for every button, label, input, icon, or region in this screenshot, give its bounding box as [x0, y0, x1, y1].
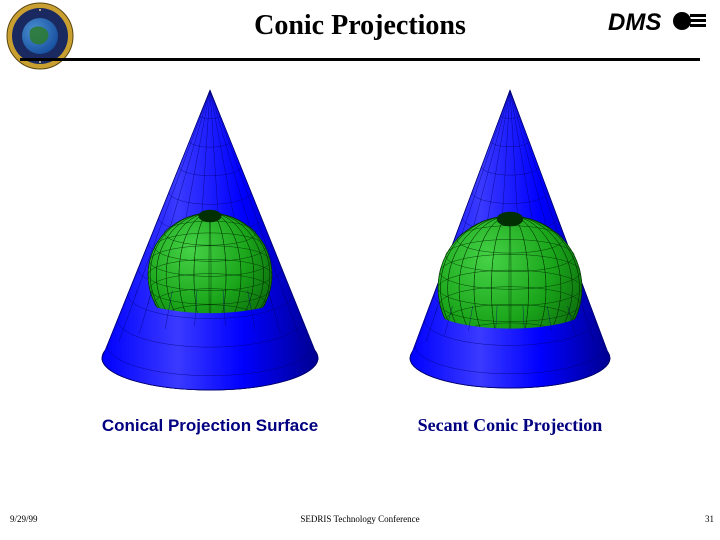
header-divider	[20, 58, 700, 61]
caption-conical: Conical Projection Surface	[60, 416, 360, 436]
panel-conical: Conical Projection Surface	[60, 80, 360, 460]
footer: 9/29/99 SEDRIS Technology Conference 31	[0, 514, 720, 534]
content-area: Conical Projection Surface Secant Conic …	[0, 80, 720, 500]
caption-secant: Secant Conic Projection	[360, 415, 660, 436]
slide-title: Conic Projections	[254, 10, 466, 42]
footer-page-number: 31	[705, 514, 714, 524]
diagram-conical	[60, 80, 360, 400]
diagram-secant	[360, 80, 660, 400]
header: Conic Projections DMS	[0, 0, 720, 72]
footer-date: 9/29/99	[10, 514, 38, 524]
footer-conference: SEDRIS Technology Conference	[300, 514, 419, 524]
dms-logo: DMS	[608, 8, 708, 38]
panel-secant: Secant Conic Projection	[360, 80, 660, 460]
svg-text:DMS: DMS	[608, 9, 661, 36]
